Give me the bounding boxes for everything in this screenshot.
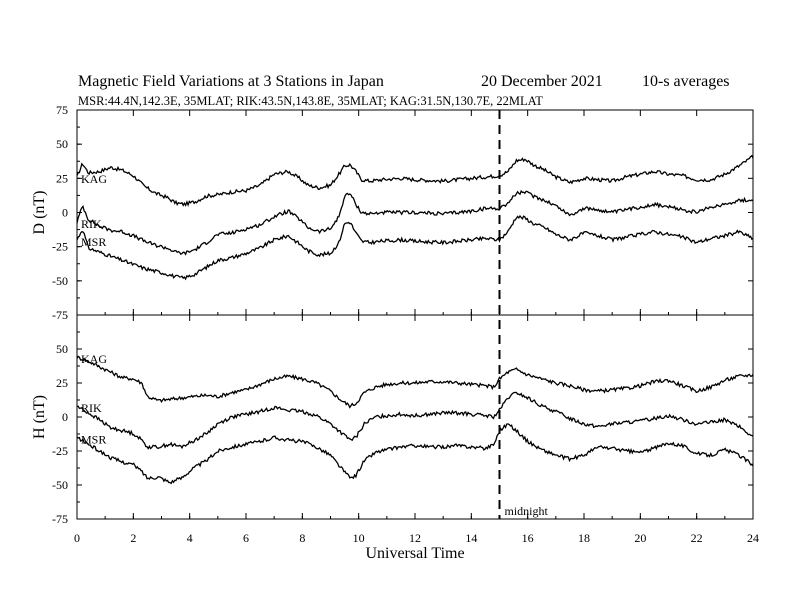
x-axis-label: Universal Time (365, 545, 464, 562)
h-ytick-label-0: -75 (52, 512, 68, 526)
h-series-label-rik: RIK (81, 401, 102, 415)
xtick-label-12: 24 (747, 531, 759, 545)
chart-title: Magnetic Field Variations at 3 Stations … (78, 73, 384, 90)
h-series-kag (76, 355, 754, 409)
averaging-label: 10-s averages (642, 73, 730, 90)
h-panel: -75 -50 -25 0 25 50 H (nT) KAG RIK MSR (31, 314, 754, 526)
h-ytick-label-5: 50 (56, 342, 68, 356)
h-ytick-label-2: -25 (52, 444, 68, 458)
h-series-label-kag: KAG (81, 352, 107, 366)
d-series-msr (76, 214, 754, 281)
d-ytick-label-4: 25 (56, 171, 68, 185)
d-series-kag (76, 154, 754, 207)
d-ytick-label-0: -75 (52, 308, 68, 322)
h-series-msr (76, 423, 754, 485)
midnight-label: midnight (505, 504, 549, 518)
h-ytick-label-4: 25 (56, 376, 68, 390)
xtick-label-7: 14 (465, 531, 477, 545)
xtick-label-1: 2 (130, 531, 136, 545)
d-panel: -75 -50 -25 0 25 50 75 D (nT) KAG RIK MSR (31, 103, 754, 322)
xtick-label-0: 0 (74, 531, 80, 545)
stations-subtitle: MSR:44.4N,142.3E, 35MLAT; RIK:43.5N,143.… (78, 94, 543, 108)
d-ytick-label-1: -50 (52, 274, 68, 288)
h-series-label-msr: MSR (81, 432, 106, 446)
xtick-label-9: 18 (578, 531, 590, 545)
d-ytick-label-5: 50 (56, 137, 68, 151)
d-ytick-label-6: 75 (56, 103, 68, 117)
h-ylabel: H (nT) (31, 395, 48, 439)
xtick-label-8: 16 (522, 531, 534, 545)
xtick-label-6: 12 (409, 531, 421, 545)
d-ytick-label-2: -25 (52, 240, 68, 254)
d-ytick-label-3: 0 (62, 206, 68, 220)
midnight-marker: midnight (498, 110, 549, 519)
xtick-label-3: 6 (243, 531, 249, 545)
d-series-label-kag: KAG (81, 172, 107, 186)
d-series-rik (76, 189, 754, 256)
xtick-label-5: 10 (353, 531, 365, 545)
d-series-label-msr: MSR (81, 235, 106, 249)
h-series-rik (76, 391, 754, 450)
h-ytick-label-1: -50 (52, 478, 68, 492)
xtick-label-11: 22 (691, 531, 703, 545)
d-ylabel: D (nT) (31, 191, 48, 235)
xtick-label-4: 8 (299, 531, 305, 545)
xtick-label-2: 4 (187, 531, 193, 545)
chart-date: 20 December 2021 (481, 73, 603, 90)
h-ytick-label-3: 0 (62, 410, 68, 424)
xtick-label-10: 20 (634, 531, 646, 545)
d-series-label-rik: RIK (81, 217, 102, 231)
